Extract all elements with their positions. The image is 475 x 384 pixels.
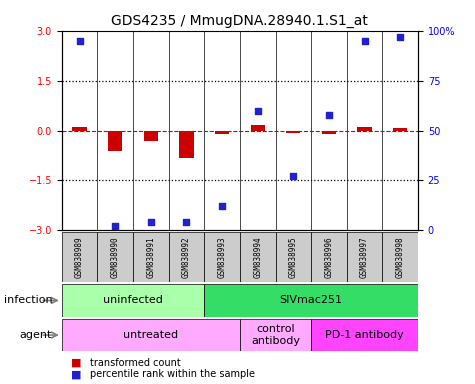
Bar <box>180 131 194 158</box>
Bar <box>286 131 300 132</box>
Bar <box>215 131 229 134</box>
Text: GSM838996: GSM838996 <box>324 237 333 278</box>
Text: PD-1 antibody: PD-1 antibody <box>325 330 404 340</box>
Title: GDS4235 / MmugDNA.28940.1.S1_at: GDS4235 / MmugDNA.28940.1.S1_at <box>112 14 368 28</box>
Bar <box>276 232 311 282</box>
Bar <box>311 319 418 351</box>
Text: control
antibody: control antibody <box>251 324 300 346</box>
Text: GSM838997: GSM838997 <box>360 237 369 278</box>
Text: agent: agent <box>20 330 52 340</box>
Text: GSM838991: GSM838991 <box>146 237 155 278</box>
Text: GSM838989: GSM838989 <box>75 237 84 278</box>
Point <box>289 174 297 180</box>
Text: uninfected: uninfected <box>103 295 163 306</box>
Bar <box>108 131 123 151</box>
Bar <box>357 127 371 131</box>
Bar <box>393 128 407 131</box>
Point <box>254 108 261 114</box>
Bar <box>169 232 204 282</box>
Text: GSM838993: GSM838993 <box>218 237 227 278</box>
Bar <box>62 232 97 282</box>
Point <box>396 34 404 40</box>
Bar <box>204 232 240 282</box>
Text: untreated: untreated <box>123 330 179 340</box>
Point <box>218 204 226 210</box>
Text: infection: infection <box>4 295 52 306</box>
Text: GSM838990: GSM838990 <box>111 237 120 278</box>
Text: SIVmac251: SIVmac251 <box>280 295 342 306</box>
Point <box>182 219 190 225</box>
Point <box>111 223 119 230</box>
Bar <box>204 284 418 317</box>
Bar <box>240 319 311 351</box>
Point <box>76 38 84 44</box>
Bar <box>133 232 169 282</box>
Bar <box>382 232 418 282</box>
Bar <box>72 127 86 131</box>
Text: GSM838995: GSM838995 <box>289 237 298 278</box>
Bar <box>143 131 158 141</box>
Bar <box>97 232 133 282</box>
Bar <box>311 232 347 282</box>
Point <box>325 111 332 118</box>
Bar <box>62 284 204 317</box>
Point <box>147 219 155 225</box>
Text: GSM838992: GSM838992 <box>182 237 191 278</box>
Bar <box>347 232 382 282</box>
Text: percentile rank within the sample: percentile rank within the sample <box>90 369 255 379</box>
Bar <box>240 232 276 282</box>
Text: GSM838998: GSM838998 <box>396 237 405 278</box>
Text: GSM838994: GSM838994 <box>253 237 262 278</box>
Text: ■: ■ <box>71 369 82 379</box>
Point <box>361 38 369 44</box>
Bar <box>251 125 265 131</box>
Text: transformed count: transformed count <box>90 358 181 368</box>
Bar <box>62 319 240 351</box>
Bar <box>322 131 336 134</box>
Text: ■: ■ <box>71 358 82 368</box>
